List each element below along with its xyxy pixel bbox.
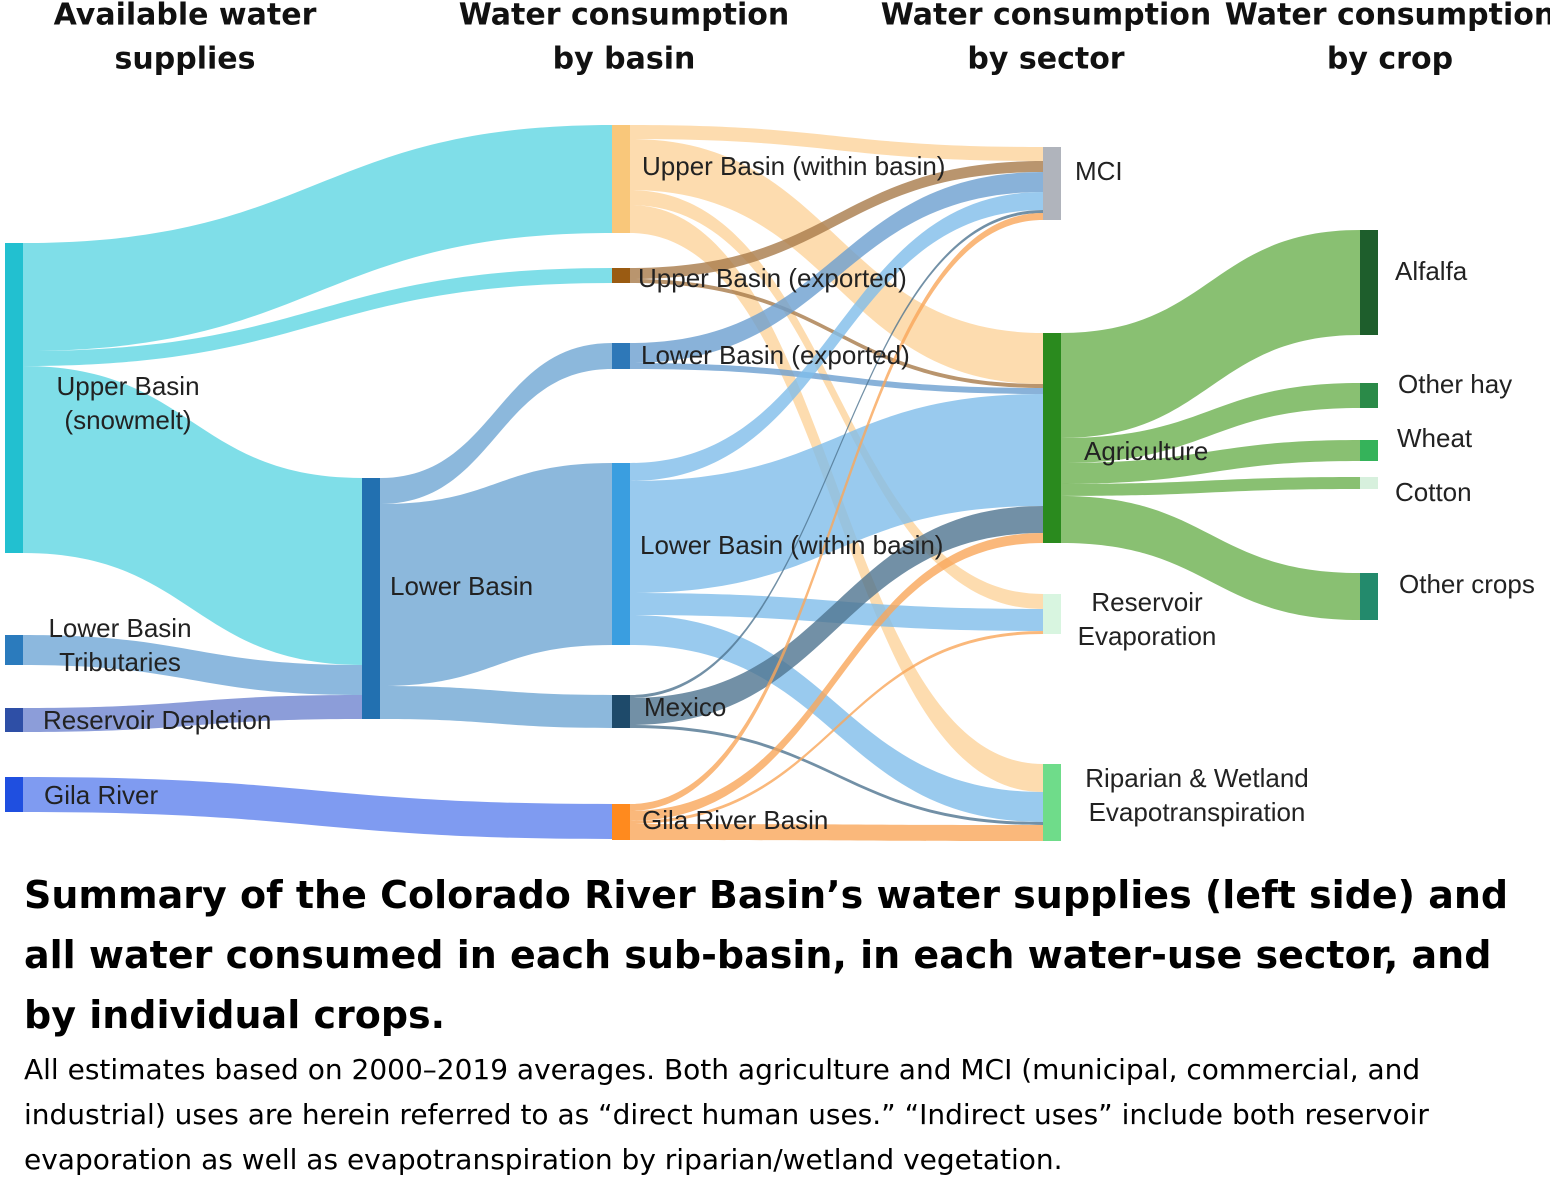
node	[1360, 573, 1378, 620]
flow-link	[1061, 230, 1360, 438]
column-title: by basin	[553, 42, 696, 77]
flow-link	[23, 125, 612, 351]
flow-link	[630, 824, 1043, 841]
flow-link	[380, 463, 612, 686]
node-label: Mexico	[644, 692, 726, 722]
node	[612, 125, 630, 233]
caption-title: Summary of the Colorado River Basin’s wa…	[24, 873, 1509, 1037]
node	[1360, 230, 1378, 335]
links	[23, 125, 1360, 841]
node	[612, 804, 630, 840]
flow-link	[630, 394, 1043, 593]
node	[1360, 440, 1378, 461]
node	[1360, 477, 1378, 489]
node-label: Wheat	[1397, 423, 1473, 453]
node-label: Evapotranspiration	[1089, 797, 1306, 827]
node	[612, 695, 630, 728]
node-label: (snowmelt)	[64, 405, 191, 435]
node-label: Lower Basin (exported)	[641, 340, 910, 370]
node	[5, 243, 23, 553]
flow-link	[630, 615, 1043, 822]
node-label: Evaporation	[1078, 621, 1217, 651]
node-label: MCI	[1075, 156, 1123, 186]
flow-link	[630, 172, 1043, 363]
node-label: Upper Basin (within basin)	[642, 151, 945, 181]
node	[612, 268, 630, 283]
flow-link	[630, 631, 1043, 824]
flow-link	[23, 695, 362, 732]
node-label: Upper Basin	[56, 371, 199, 401]
node-label: Lower Basin	[390, 571, 533, 601]
node	[1043, 333, 1061, 543]
flow-link	[1061, 440, 1360, 484]
flow-link	[23, 777, 612, 839]
flow-link	[630, 125, 1043, 161]
flow-link	[1061, 383, 1360, 463]
node	[5, 708, 23, 732]
flow-link	[1061, 477, 1360, 496]
column-title: supplies	[115, 42, 256, 77]
node-label: Gila River Basin	[642, 805, 828, 835]
caption-body: All estimates based on 2000–2019 average…	[24, 1053, 1429, 1176]
node-label: Riparian & Wetland	[1085, 763, 1309, 793]
caption: Summary of the Colorado River Basin’s wa…	[24, 865, 1524, 1182]
flow-link	[630, 533, 1043, 821]
node	[1043, 764, 1061, 841]
node	[1043, 147, 1061, 220]
column-title: Water consumption	[459, 0, 789, 33]
node-label: Lower Basin (within basin)	[640, 530, 943, 560]
node-label: Upper Basin (exported)	[638, 263, 907, 293]
column-title: Water consumption	[1225, 0, 1550, 33]
node	[5, 635, 23, 665]
node-label: Cotton	[1395, 477, 1472, 507]
sankey-chart: Available water supplies Water consumption…	[5, 0, 1550, 841]
node-label: Reservoir	[1091, 587, 1203, 617]
column-title: by sector	[967, 42, 1124, 77]
flow-link	[1061, 496, 1360, 620]
node-label: Reservoir Depletion	[43, 705, 271, 735]
flow-link	[380, 686, 612, 728]
flow-link	[630, 192, 1043, 481]
node-label: Gila River	[44, 780, 158, 810]
node-label: Other hay	[1398, 369, 1512, 399]
flow-link	[630, 506, 1043, 725]
flow-link	[630, 190, 1043, 609]
flow-link	[630, 210, 1043, 698]
flow-link	[630, 363, 1043, 394]
flow-link	[23, 366, 362, 665]
node	[1043, 594, 1061, 634]
flow-link	[23, 268, 612, 366]
node-label: Alfalfa	[1395, 256, 1468, 286]
flow-link	[630, 725, 1043, 825]
flow-link	[23, 635, 362, 695]
flow-link	[630, 213, 1043, 811]
column-title: by crop	[1327, 42, 1453, 77]
node	[612, 343, 630, 369]
node-label: Lower Basin	[48, 613, 191, 643]
node-label: Agriculture	[1084, 436, 1208, 466]
node	[1360, 383, 1378, 408]
node	[362, 478, 380, 719]
column-title: Available water	[54, 0, 317, 33]
node	[612, 463, 630, 645]
flow-link	[630, 161, 1043, 279]
node-label: Tributaries	[59, 647, 181, 677]
column-title: Water consumption	[881, 0, 1211, 33]
node	[5, 777, 23, 812]
flow-link	[380, 343, 612, 504]
node-label: Other crops	[1399, 569, 1535, 599]
